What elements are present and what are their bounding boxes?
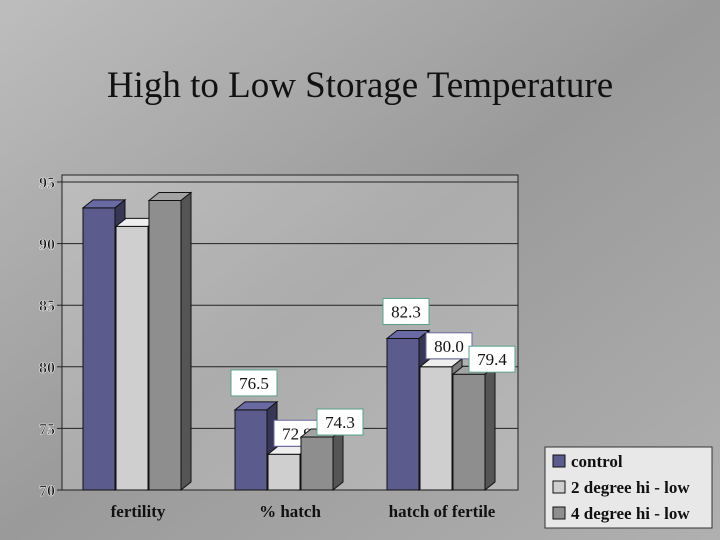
data-label-box: [468, 345, 516, 373]
bar-front: [452, 373, 486, 491]
data-label: 80.0: [434, 337, 464, 356]
bar-front: [419, 366, 453, 491]
data-label-box: [316, 408, 364, 436]
data-label: 74.3: [325, 413, 355, 432]
bar-front: [300, 436, 334, 491]
legend: [544, 446, 713, 529]
data-label: 76.5: [239, 374, 269, 393]
legend-swatch: [552, 480, 566, 494]
legend-items: control 2 degree hi - low 4 degree hi - lo…: [552, 452, 690, 523]
y-tick-label: 75: [39, 421, 55, 438]
x-tick-label: fertility: [111, 502, 166, 521]
bar-front: [82, 207, 116, 491]
legend-label: 4 degree hi - low: [571, 504, 690, 523]
y-tick-label: 90: [39, 237, 55, 254]
data-label: 79.4: [477, 350, 507, 369]
bar-front: [234, 409, 268, 491]
data-label: 82.3: [391, 302, 421, 321]
bar-front: [386, 337, 420, 491]
y-tick-label: 70: [39, 483, 55, 500]
bar-front: [115, 225, 149, 491]
legend-swatch: [552, 454, 566, 468]
y-tick-label: 80: [39, 360, 55, 377]
legend-label: control: [571, 452, 623, 471]
bar-side: [332, 427, 344, 492]
bar-front: [267, 453, 301, 491]
chart-title: High to Low Storage Temperature: [107, 65, 613, 106]
bar: [299, 427, 345, 492]
y-tick-label: 95: [39, 175, 55, 192]
x-tick-label: % hatch: [259, 502, 321, 521]
data-label-box: [230, 369, 278, 397]
bar: [147, 191, 193, 492]
bar-side: [484, 365, 496, 492]
bar: [451, 365, 497, 492]
bar-side: [180, 191, 192, 492]
legend-label: 2 degree hi - low: [571, 478, 690, 497]
y-tick-label: 85: [39, 298, 55, 315]
bar-front: [148, 199, 182, 491]
data-label-box: [382, 297, 430, 325]
x-tick-label: hatch of fertile: [389, 502, 496, 521]
legend-swatch: [552, 506, 566, 520]
